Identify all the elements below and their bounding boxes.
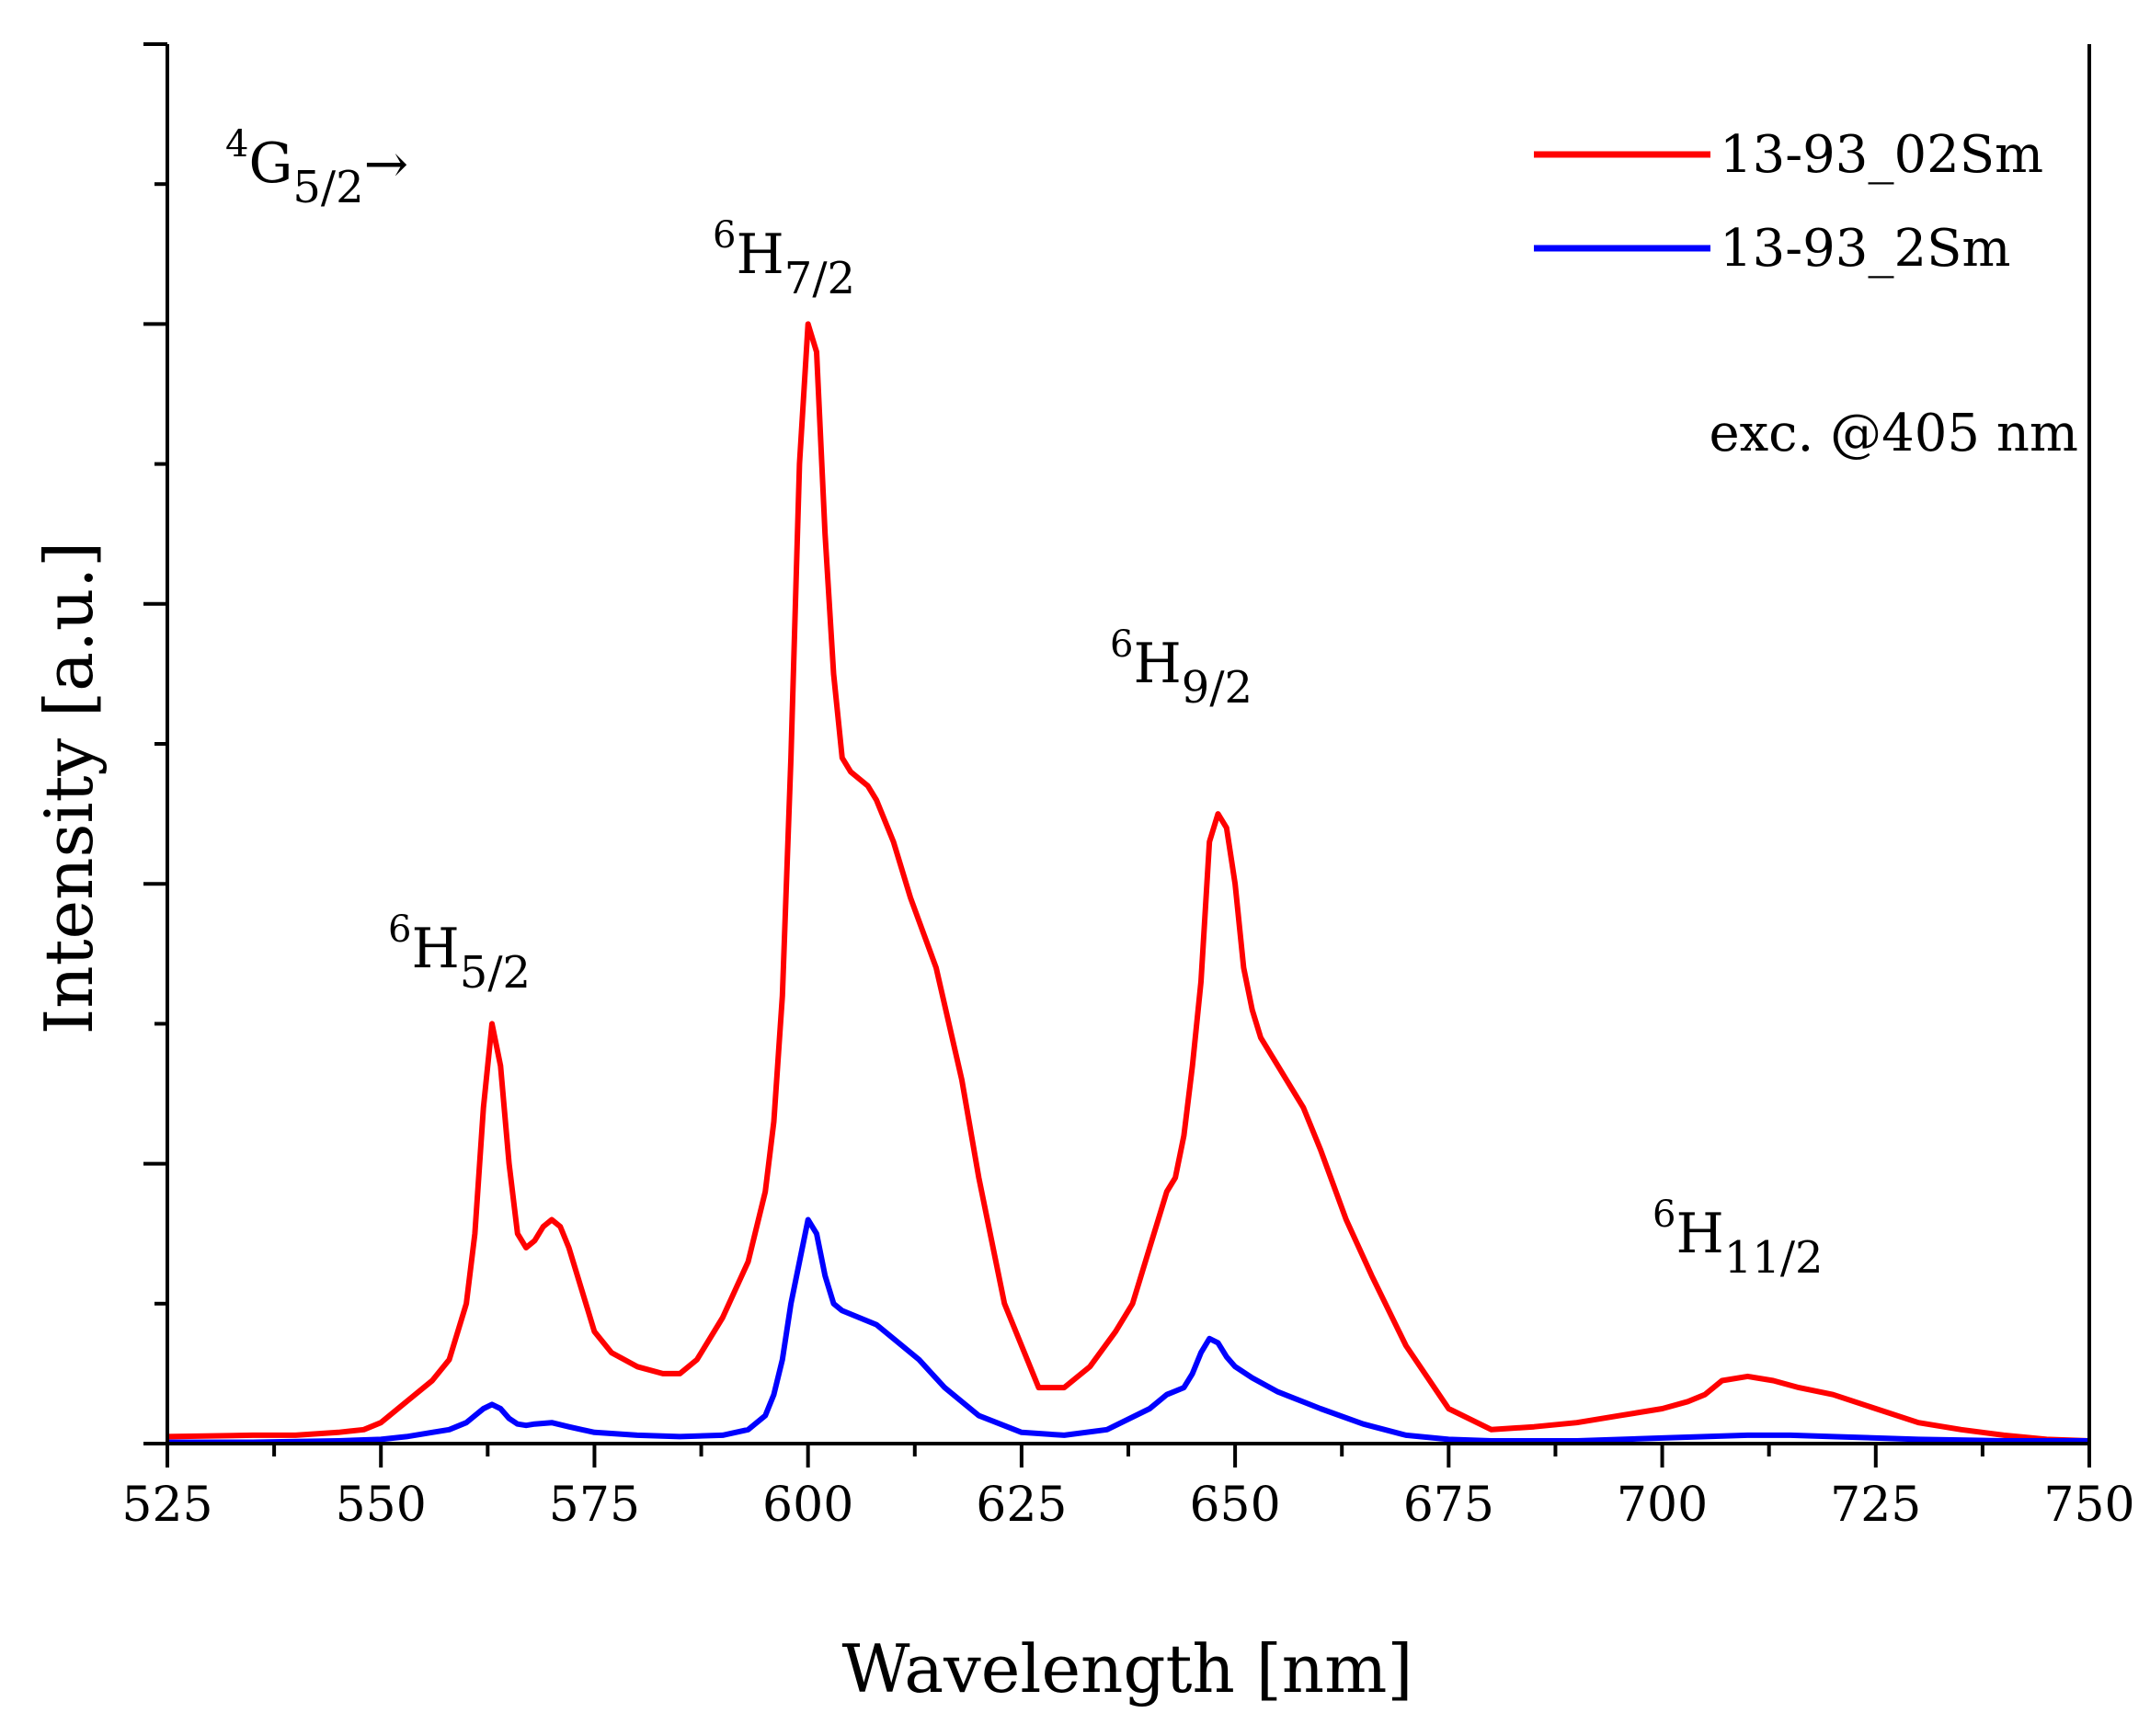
label-superscript: 6 [1110, 623, 1133, 666]
x-tick-label: 575 [549, 1478, 640, 1533]
x-tick-label: 600 [762, 1478, 853, 1533]
x-axis-title: Wavelength [nm] [841, 1630, 1412, 1707]
ticks-layer: 525 550 575 600 625 650 675 700 725 750 [121, 42, 2135, 1533]
x-tick-label: 750 [2043, 1478, 2134, 1533]
transition-label-3: 6H7/2 [713, 214, 855, 304]
label-letter: G [248, 131, 292, 196]
x-tick-label: 550 [336, 1478, 427, 1533]
label-superscript: 6 [713, 214, 736, 257]
label-superscript: 6 [388, 908, 411, 951]
label-letter: H [1133, 632, 1181, 696]
label-letter: H [736, 223, 783, 287]
label-subscript: 11/2 [1724, 1232, 1824, 1284]
x-tick-label: 650 [1189, 1478, 1280, 1533]
x-tick-label: 675 [1403, 1478, 1494, 1533]
series-line-2 [167, 1216, 2089, 1445]
label-superscript: 6 [1653, 1194, 1675, 1236]
x-tick-label: 725 [1830, 1478, 1921, 1533]
transition-label-4: 6H9/2 [1110, 623, 1252, 714]
label-subscript: 9/2 [1182, 662, 1252, 714]
series-line-1 [166, 321, 2090, 1444]
label-subscript: 5/2 [292, 162, 363, 213]
transition-label-2: 6H5/2 [388, 908, 531, 999]
label-letter: H [1675, 1202, 1723, 1266]
series-layer [166, 321, 2090, 1445]
legend-label-1: 13-93_02Sm [1720, 125, 2043, 185]
label-arrow: → [364, 132, 409, 195]
label-letter: H [411, 917, 459, 981]
transition-label-1: 4G5/2→ [225, 123, 408, 213]
excitation-note: exc. @405 nm [1709, 404, 2078, 463]
label-superscript: 4 [225, 123, 248, 166]
x-tick-label: 625 [976, 1478, 1067, 1533]
x-tick-label: 525 [121, 1478, 212, 1533]
transition-label-5: 6H11/2 [1653, 1194, 1824, 1284]
label-subscript: 5/2 [460, 947, 531, 999]
labels-layer: Wavelength [nm] Intensity [a.u.] exc. @4… [30, 404, 2078, 1707]
label-subscript: 7/2 [784, 253, 855, 304]
legend-label-2: 13-93_2Sm [1720, 219, 2011, 279]
legend: 13-93_02Sm 13-93_2Sm [1534, 125, 2043, 279]
x-tick-label: 700 [1617, 1478, 1708, 1533]
y-axis-title: Intensity [a.u.] [30, 542, 108, 1034]
